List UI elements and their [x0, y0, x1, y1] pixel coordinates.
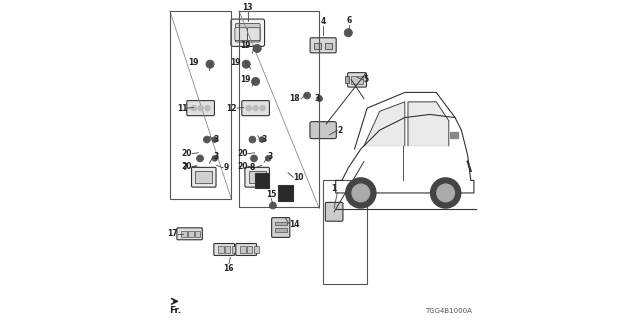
Bar: [232, 246, 237, 253]
Text: 3: 3: [314, 94, 319, 103]
FancyBboxPatch shape: [271, 218, 290, 237]
Text: 3: 3: [214, 152, 219, 161]
Text: 7: 7: [182, 163, 188, 172]
Text: 5: 5: [363, 76, 368, 84]
Text: 10: 10: [293, 173, 304, 182]
Bar: [323, 180, 367, 284]
Circle shape: [260, 106, 265, 111]
Circle shape: [191, 106, 196, 111]
Text: 13: 13: [243, 3, 253, 12]
Circle shape: [243, 61, 250, 67]
FancyBboxPatch shape: [236, 23, 260, 42]
Text: 3: 3: [268, 152, 273, 161]
Text: 20: 20: [237, 149, 248, 158]
Circle shape: [254, 45, 260, 52]
Bar: [195, 171, 212, 183]
FancyBboxPatch shape: [236, 244, 257, 255]
Text: 15: 15: [266, 190, 276, 199]
Text: 20: 20: [182, 162, 192, 171]
FancyBboxPatch shape: [245, 167, 269, 187]
Bar: [181, 231, 187, 237]
Circle shape: [437, 184, 454, 202]
Circle shape: [213, 138, 217, 141]
Circle shape: [352, 184, 370, 202]
FancyBboxPatch shape: [325, 202, 343, 221]
Circle shape: [246, 106, 252, 111]
Text: Fr.: Fr.: [170, 306, 182, 315]
Circle shape: [260, 138, 264, 141]
Bar: [345, 76, 349, 83]
Bar: [247, 246, 252, 253]
FancyBboxPatch shape: [310, 38, 336, 53]
Circle shape: [270, 203, 275, 208]
Text: 3: 3: [261, 135, 266, 144]
FancyBboxPatch shape: [310, 122, 337, 139]
Circle shape: [205, 106, 210, 111]
Circle shape: [207, 61, 213, 67]
Polygon shape: [408, 102, 449, 146]
Circle shape: [198, 106, 203, 111]
Circle shape: [346, 178, 376, 208]
Text: 19: 19: [240, 41, 250, 50]
Bar: [275, 228, 287, 232]
Bar: [218, 246, 223, 253]
Text: 12: 12: [227, 104, 237, 113]
Bar: [188, 231, 193, 237]
Text: 4: 4: [321, 18, 326, 27]
Bar: [240, 246, 246, 253]
Text: 11: 11: [177, 104, 188, 113]
Circle shape: [318, 97, 321, 100]
FancyBboxPatch shape: [248, 28, 260, 41]
FancyBboxPatch shape: [348, 73, 367, 87]
Text: 14: 14: [289, 220, 300, 229]
Text: 9: 9: [223, 163, 228, 172]
Bar: [278, 185, 292, 201]
Text: 19: 19: [240, 76, 250, 84]
Text: 20: 20: [182, 149, 192, 158]
Circle shape: [198, 156, 202, 161]
Text: 6: 6: [346, 16, 351, 25]
Circle shape: [266, 156, 270, 160]
FancyBboxPatch shape: [242, 100, 269, 116]
Text: 16: 16: [223, 264, 234, 273]
Circle shape: [213, 156, 217, 160]
Circle shape: [252, 78, 259, 84]
Bar: [275, 221, 287, 225]
Text: 1: 1: [332, 184, 337, 193]
Text: 19: 19: [188, 58, 198, 67]
FancyBboxPatch shape: [231, 19, 264, 46]
Bar: [314, 44, 321, 49]
Circle shape: [431, 178, 461, 208]
Text: 3: 3: [214, 135, 219, 144]
Text: 18: 18: [289, 94, 300, 103]
Bar: [239, 11, 319, 207]
FancyBboxPatch shape: [187, 100, 214, 116]
Text: 8: 8: [250, 163, 255, 172]
Bar: [451, 132, 458, 138]
Circle shape: [345, 30, 351, 36]
Circle shape: [252, 156, 257, 161]
Text: TGG4B1000A: TGG4B1000A: [426, 308, 472, 314]
Circle shape: [253, 106, 258, 111]
Bar: [249, 171, 266, 183]
Bar: [325, 44, 332, 49]
Bar: [225, 246, 230, 253]
FancyBboxPatch shape: [177, 228, 202, 240]
Bar: [351, 76, 364, 84]
FancyBboxPatch shape: [214, 244, 234, 255]
Text: 20: 20: [237, 162, 248, 171]
FancyBboxPatch shape: [235, 28, 248, 41]
Bar: [195, 231, 200, 237]
Circle shape: [250, 137, 255, 142]
Bar: [255, 172, 269, 188]
Circle shape: [305, 93, 310, 98]
Circle shape: [204, 137, 209, 142]
Bar: [253, 246, 259, 253]
Text: 2: 2: [337, 126, 342, 135]
Polygon shape: [364, 102, 405, 146]
Text: 19: 19: [230, 58, 241, 67]
Bar: [170, 11, 232, 199]
FancyBboxPatch shape: [191, 167, 216, 187]
Text: 17: 17: [168, 229, 178, 238]
